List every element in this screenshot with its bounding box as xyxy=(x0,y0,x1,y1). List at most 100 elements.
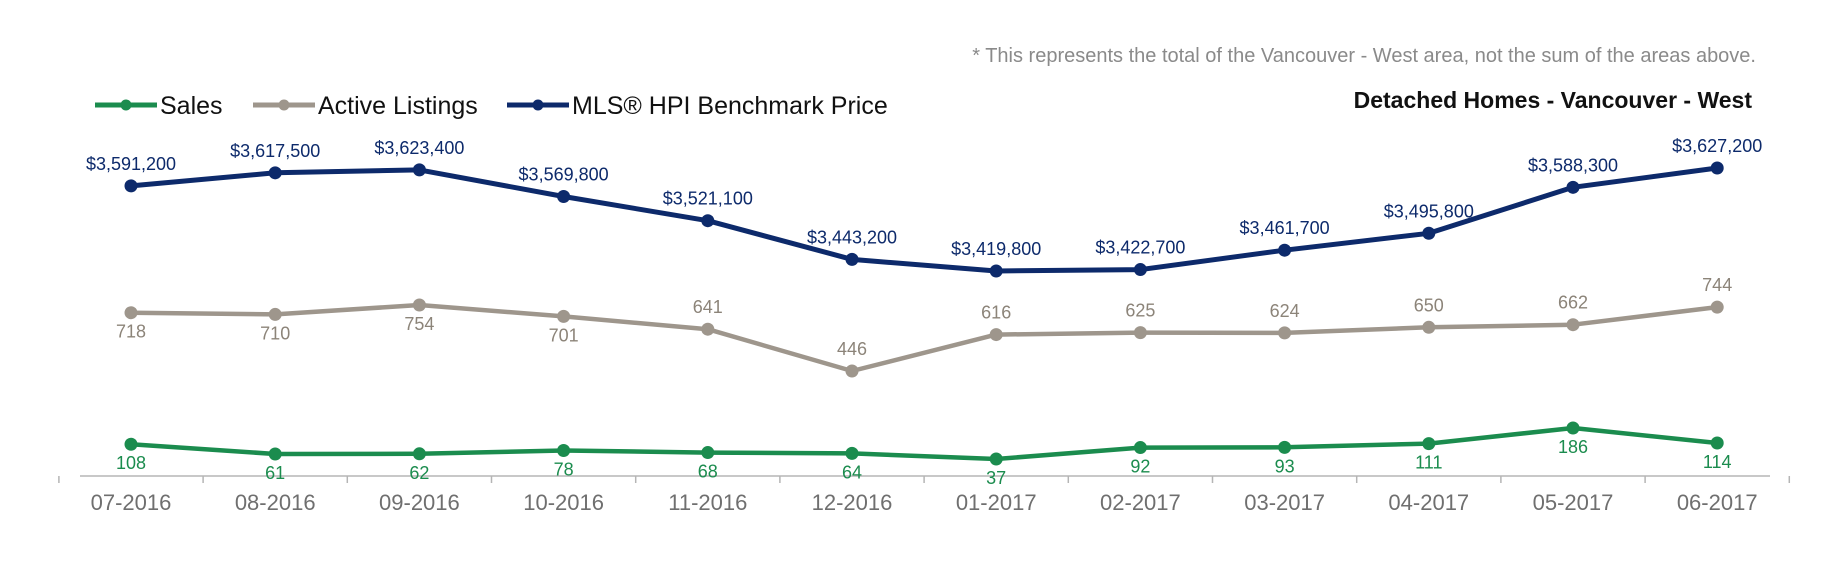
legend-marker-sales xyxy=(120,99,132,111)
data-point-sales xyxy=(1422,437,1436,451)
data-label-sales: 111 xyxy=(1415,453,1442,473)
series-active-listings: 718 710 754 701 641 446 616 625 624 650 662 744 xyxy=(116,275,1732,378)
data-point-benchmark-price xyxy=(124,179,138,193)
data-label-active-listings: 710 xyxy=(260,323,290,343)
data-label-sales: 92 xyxy=(1130,457,1150,477)
data-label-benchmark-price: $3,443,200 xyxy=(807,227,897,247)
data-label-benchmark-price: $3,627,200 xyxy=(1672,136,1762,156)
data-point-sales xyxy=(1278,440,1292,454)
data-label-sales: 62 xyxy=(409,463,429,483)
legend: Sales Active Listings MLS® HPI Benchmark… xyxy=(95,92,888,120)
data-label-benchmark-price: $3,422,700 xyxy=(1095,238,1185,258)
series-sales: 108 61 62 78 68 64 37 92 93 111 186 114 xyxy=(116,421,1732,488)
legend-label-benchmark-price: MLS® HPI Benchmark Price xyxy=(572,92,888,120)
legend-label-sales: Sales xyxy=(160,92,223,120)
data-point-benchmark-price xyxy=(1278,243,1292,257)
x-axis: 07-2016 08-2016 09-2016 10-2016 11-2016 12-20… xyxy=(58,476,1791,515)
data-label-sales: 186 xyxy=(1558,437,1588,457)
legend-item-benchmark-price: MLS® HPI Benchmark Price xyxy=(507,92,888,120)
data-point-active-listings xyxy=(1710,300,1724,314)
x-tick-label: 03-2017 xyxy=(1244,490,1325,515)
data-point-sales xyxy=(557,443,571,457)
x-tick-label: 10-2016 xyxy=(523,490,604,515)
x-tick-label: 01-2017 xyxy=(956,490,1037,515)
data-point-sales xyxy=(412,447,426,461)
x-tick-label: 06-2017 xyxy=(1677,490,1758,515)
data-point-active-listings xyxy=(989,328,1003,342)
data-label-benchmark-price: $3,591,200 xyxy=(86,154,176,174)
series-benchmark-price: $3,591,200 $3,617,500 $3,623,400 $3,569,800… xyxy=(86,136,1762,278)
series-line-benchmark-price xyxy=(128,165,1720,274)
series-line-sales xyxy=(128,425,1720,462)
x-tick-label: 12-2016 xyxy=(812,490,893,515)
data-label-sales: 93 xyxy=(1275,456,1295,476)
data-label-benchmark-price: $3,461,700 xyxy=(1240,218,1330,238)
data-point-benchmark-price xyxy=(701,214,715,228)
data-point-sales xyxy=(1133,441,1147,455)
x-tick-label: 07-2016 xyxy=(91,490,172,515)
data-label-sales: 61 xyxy=(265,463,285,483)
chart-note: * This represents the total of the Vanco… xyxy=(972,45,1756,67)
chart-title: Detached Homes - Vancouver - West xyxy=(1354,87,1753,113)
legend-marker-benchmark-price xyxy=(532,99,544,111)
data-label-active-listings: 744 xyxy=(1702,275,1732,295)
data-label-sales: 64 xyxy=(842,462,862,482)
data-label-benchmark-price: $3,617,500 xyxy=(230,141,320,161)
data-label-active-listings: 446 xyxy=(837,339,867,359)
data-label-benchmark-price: $3,419,800 xyxy=(951,239,1041,259)
data-point-active-listings xyxy=(1422,320,1436,334)
data-point-benchmark-price xyxy=(1133,263,1147,277)
data-label-active-listings: 616 xyxy=(981,303,1011,323)
x-tick-label: 09-2016 xyxy=(379,490,460,515)
data-point-sales xyxy=(268,447,282,461)
data-label-active-listings: 662 xyxy=(1558,293,1588,313)
data-point-sales xyxy=(989,452,1003,466)
data-label-sales: 68 xyxy=(698,462,718,482)
data-label-active-listings: 701 xyxy=(549,325,579,345)
x-tick-label: 08-2016 xyxy=(235,490,316,515)
x-tick-label: 02-2017 xyxy=(1100,490,1181,515)
data-point-benchmark-price xyxy=(1710,161,1724,175)
data-label-active-listings: 624 xyxy=(1270,301,1300,321)
data-label-benchmark-price: $3,623,400 xyxy=(374,138,464,158)
data-point-benchmark-price xyxy=(845,252,859,266)
data-point-sales xyxy=(701,446,715,460)
legend-label-active-listings: Active Listings xyxy=(318,92,478,120)
x-tick-label: 11-2016 xyxy=(668,490,747,515)
data-label-active-listings: 650 xyxy=(1414,295,1444,315)
data-point-active-listings xyxy=(1133,326,1147,340)
data-label-active-listings: 754 xyxy=(404,314,434,334)
series-layer: 108 61 62 78 68 64 37 92 93 111 186 114 718 710 754 701… xyxy=(86,136,1762,488)
data-point-benchmark-price xyxy=(989,264,1003,278)
legend-item-sales: Sales xyxy=(95,92,223,120)
data-point-active-listings xyxy=(412,298,426,312)
data-point-sales xyxy=(845,446,859,460)
x-tick-label: 04-2017 xyxy=(1388,490,1469,515)
data-label-active-listings: 718 xyxy=(116,322,146,342)
data-label-benchmark-price: $3,588,300 xyxy=(1528,155,1618,175)
data-point-benchmark-price xyxy=(412,163,426,177)
data-label-active-listings: 625 xyxy=(1125,301,1155,321)
data-point-sales xyxy=(124,437,138,451)
data-label-active-listings: 641 xyxy=(693,297,723,317)
data-point-sales xyxy=(1566,421,1580,435)
data-label-sales: 108 xyxy=(116,453,146,473)
data-label-sales: 37 xyxy=(986,468,1006,488)
data-label-sales: 78 xyxy=(554,459,574,479)
data-point-sales xyxy=(1710,436,1724,450)
data-point-active-listings xyxy=(1278,326,1292,340)
data-point-benchmark-price xyxy=(268,166,282,180)
data-label-benchmark-price: $3,569,800 xyxy=(519,165,609,185)
data-point-active-listings xyxy=(557,309,571,323)
series-line-active-listings xyxy=(128,302,1720,374)
legend-marker-active-listings xyxy=(278,99,290,111)
data-point-active-listings xyxy=(268,307,282,321)
data-point-active-listings xyxy=(845,364,859,378)
data-label-benchmark-price: $3,495,800 xyxy=(1384,201,1474,221)
x-tick-label: 05-2017 xyxy=(1533,490,1614,515)
data-point-benchmark-price xyxy=(1566,180,1580,194)
legend-item-active-listings: Active Listings xyxy=(253,92,478,120)
data-point-benchmark-price xyxy=(557,190,571,204)
data-label-sales: 114 xyxy=(1703,452,1732,472)
